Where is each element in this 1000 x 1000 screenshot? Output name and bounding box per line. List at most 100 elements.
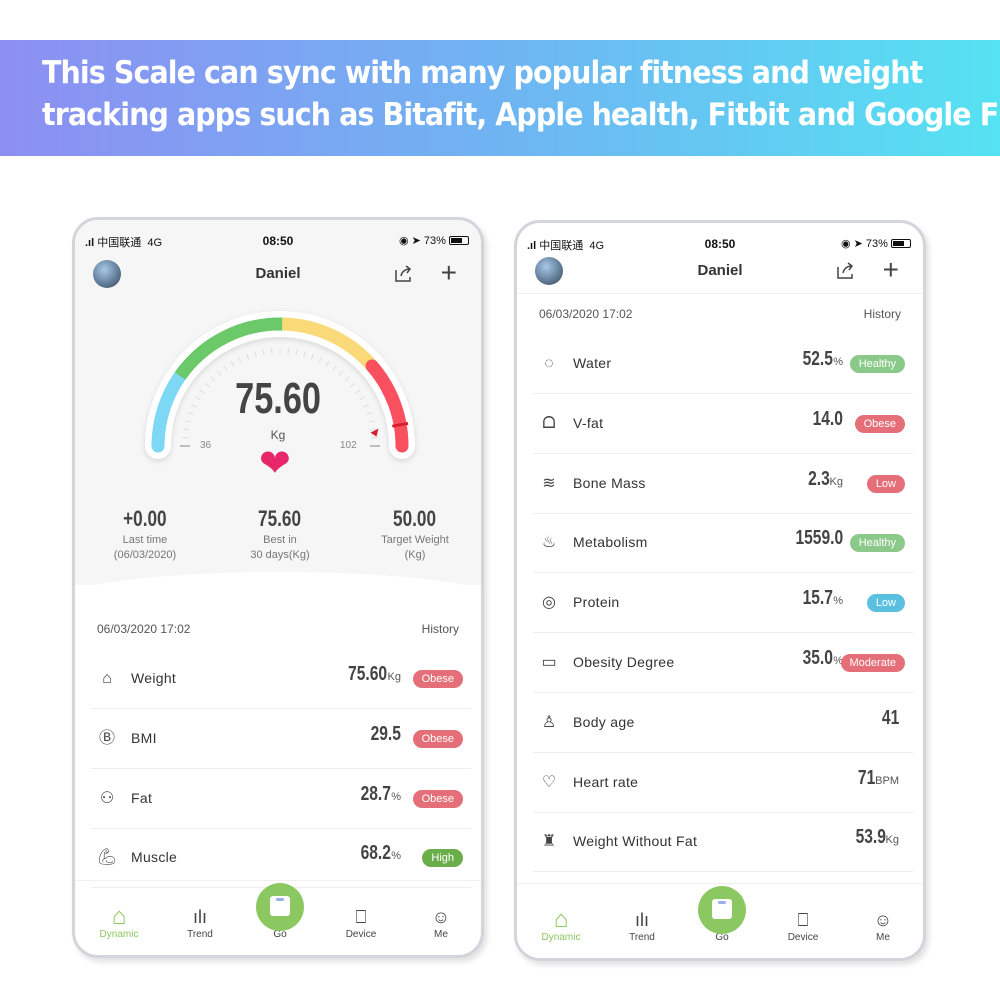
metric-value: 29.5: [362, 723, 401, 746]
metric-row-obesity-degree[interactable]: ▭ Obesity Degree 35.0% Moderate: [533, 633, 913, 693]
gauge-tick: [370, 428, 377, 431]
gauge-tick: [368, 420, 375, 423]
nav-trend[interactable]: ılı Trend: [612, 908, 672, 943]
network: 4G: [589, 240, 605, 252]
scale-icon[interactable]: [256, 883, 304, 931]
nav-me[interactable]: ☺ Me: [853, 908, 913, 943]
gauge-tick: [344, 376, 350, 382]
metric-row-weight-without-fat[interactable]: ♜ Weight Without Fat 53.9Kg: [533, 812, 913, 873]
metric-number: 52.5: [802, 348, 834, 370]
share-icon[interactable]: [835, 261, 855, 281]
nav-device[interactable]: ⎕ Device: [331, 905, 391, 940]
nav-me[interactable]: ☺ Me: [411, 905, 471, 940]
gauge-tick: [338, 370, 344, 376]
nav-dynamic[interactable]: ⌂ Dynamic: [89, 903, 149, 941]
metric-row-water[interactable]: ◌ Water 52.5% Healthy: [533, 334, 913, 394]
gauge-tick: [262, 349, 265, 356]
nav-go[interactable]: Go: [692, 886, 752, 943]
metric-label: Body age: [573, 713, 635, 730]
banner-line-1: This Scale can sync with many popular fi…: [42, 55, 923, 91]
bottom-nav: ⌂ Dynamic ılı Trend Go ⎕ Device ☺ Me: [517, 883, 923, 958]
person-icon: ♙: [541, 713, 557, 731]
metric-value: 75.60Kg: [337, 663, 401, 686]
metric-value: 28.7%: [352, 783, 401, 806]
bone-icon: ≋: [542, 474, 556, 492]
status-badge: Obese: [412, 670, 463, 688]
scale-icon: ⌂: [102, 670, 112, 687]
metric-row-fat[interactable]: ⚇ Fat 28.7% Obese: [91, 769, 471, 829]
metric-value: 41: [877, 707, 899, 730]
gauge-tick: [230, 360, 235, 367]
bottom-nav: ⌂ Dynamic ılı Trend Go ⎕ Device ☺ Me: [75, 880, 481, 955]
metric-row-bone-mass[interactable]: ≋ Bone Mass 2.3Kg Low: [533, 454, 913, 514]
metric-unit: Kg: [387, 671, 401, 683]
gauge-segment-over: [281, 317, 379, 372]
home-icon: ⌂: [111, 903, 127, 930]
nav-trend[interactable]: ılı Trend: [170, 905, 230, 940]
gauge-tick: [182, 436, 189, 439]
gauge-tick: [287, 348, 290, 355]
metric-row-heart-rate[interactable]: ♡ Heart rate 71BPM: [533, 753, 913, 813]
metric-unit: %: [833, 595, 843, 608]
metric-row-protein[interactable]: ◎ Protein 15.7% Low: [533, 573, 913, 634]
metric-number: 28.7: [360, 782, 392, 805]
metric-label: Weight Without Fat: [573, 833, 698, 850]
battery-icon: [891, 239, 911, 248]
gauge-tick: [185, 420, 192, 423]
metric-value: 71BPM: [853, 767, 899, 790]
bag-icon: ⎕: [797, 910, 809, 930]
gauge-segment-low: [151, 364, 191, 453]
gauge-tick: [332, 365, 337, 371]
status-badge: Obese: [412, 729, 463, 748]
metric-row-weight[interactable]: ⌂ Weight 75.60Kg Obese: [91, 649, 471, 709]
add-icon[interactable]: +: [882, 254, 899, 285]
status-bar: .ıl 中国联通 4G 08:50 ◉ ➤ 73%: [75, 234, 481, 250]
avatar[interactable]: [535, 257, 563, 285]
metric-row-body-age[interactable]: ♙ Body age 41: [533, 693, 913, 753]
metric-number: 41: [881, 706, 899, 729]
add-icon[interactable]: +: [440, 257, 457, 288]
history-link[interactable]: History: [863, 307, 901, 321]
stat-value: 50.00: [393, 506, 437, 531]
gauge-background: [75, 220, 481, 585]
promo-banner: This Scale can sync with many popular fi…: [0, 40, 1000, 156]
metric-label: Muscle: [131, 849, 178, 866]
banner-line-2: tracking apps such as Bitafit, Apple hea…: [42, 97, 1000, 133]
gauge-tick: [238, 356, 242, 363]
metric-number: 15.7: [802, 587, 834, 610]
gauge-tick: [355, 389, 361, 394]
phone-dashboard: .ıl 中国联通 4G 08:50 ◉ ➤ 73% Daniel + 75.60…: [72, 217, 484, 958]
history-link[interactable]: History: [421, 622, 459, 636]
gauge-tick: [325, 360, 330, 367]
share-icon[interactable]: [393, 264, 413, 284]
nav-dynamic[interactable]: ⌂ Dynamic: [531, 908, 591, 944]
metric-value: 1559.0: [782, 527, 843, 550]
metric-row-metabolism[interactable]: ♨ Metabolism 1559.0 Healthy: [533, 513, 913, 574]
nav-go[interactable]: Go: [250, 883, 310, 940]
status-badge: Healthy: [849, 355, 905, 373]
divider: [517, 293, 923, 294]
gauge-value: 75.60: [235, 374, 321, 423]
metric-row-bmi[interactable]: Ⓑ BMI 29.5 Obese: [91, 709, 471, 769]
gauge-tick: [223, 365, 228, 371]
gauge-tick: [199, 389, 205, 394]
metric-number: 53.9: [855, 826, 886, 849]
metric-row-v-fat[interactable]: ᗝ V-fat 14.0 Obese: [533, 394, 913, 454]
nav-label: Go: [715, 932, 729, 943]
nav-device[interactable]: ⎕ Device: [773, 908, 833, 943]
obesity-icon: ▭: [541, 654, 557, 671]
location-icon: ◉ ➤: [398, 235, 421, 247]
nav-label: Dynamic: [541, 932, 581, 943]
battery-icon: [449, 236, 469, 245]
scale-icon[interactable]: [698, 886, 746, 934]
metric-number: 14.0: [812, 407, 843, 430]
nav-label: Trend: [187, 929, 213, 940]
avatar[interactable]: [93, 260, 121, 288]
status-badge: Obese: [412, 789, 463, 808]
nav-label: Device: [787, 932, 819, 943]
bag-icon: ⎕: [355, 907, 367, 927]
metric-number: 68.2: [360, 842, 392, 865]
gauge-tick: [303, 351, 306, 358]
battery-percent: 73%: [423, 235, 446, 247]
trend-icon: ılı: [634, 910, 649, 930]
